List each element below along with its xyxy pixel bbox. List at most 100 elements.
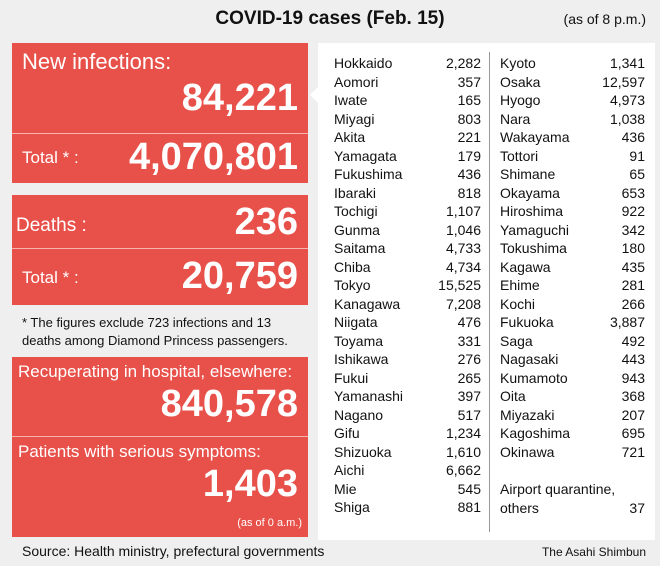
- prefecture-name: Yamanashi: [334, 388, 404, 404]
- prefecture-name: Yamagata: [334, 147, 397, 164]
- prefecture-count: 4,973: [609, 92, 645, 108]
- prefecture-count: 922: [621, 203, 645, 219]
- other-count: 37: [629, 500, 645, 516]
- prefecture-count: 492: [621, 332, 645, 349]
- label: Total * :: [22, 148, 79, 167]
- prefecture-count: 281: [621, 277, 645, 293]
- prefecture-name: Tokyo: [334, 277, 371, 293]
- prefecture-count: 180: [621, 240, 645, 256]
- divider: [12, 248, 308, 249]
- prefecture-name: Shimane: [500, 166, 556, 182]
- value: 236: [234, 201, 298, 243]
- prefecture-count: 266: [621, 295, 645, 312]
- value: 1,403: [202, 463, 298, 505]
- as-of: (as of 8 p.m.): [563, 11, 646, 27]
- prefecture-name: Okayama: [500, 184, 560, 201]
- prefecture-name: Fukui: [334, 369, 369, 386]
- hospital-box: Recuperating in hospital, elsewhere: 840…: [12, 357, 308, 537]
- prefecture-name: Iwate: [334, 92, 368, 108]
- prefecture-count: 331: [457, 332, 481, 349]
- prefecture-name: Tottori: [500, 147, 539, 164]
- divider: [12, 436, 308, 437]
- prefecture-name: Osaka: [500, 73, 541, 90]
- prefecture-count: 7,208: [445, 295, 481, 312]
- prefecture-name: Hiroshima: [500, 203, 564, 219]
- prefecture-name: Ibaraki: [334, 184, 377, 201]
- prefecture-count: 721: [621, 443, 645, 460]
- prefecture-count: 4,734: [445, 258, 481, 275]
- prefecture-name: Ishikawa: [334, 351, 389, 367]
- prefecture-name: Hokkaido: [334, 55, 393, 71]
- prefecture-count: 818: [457, 184, 481, 201]
- prefecture-name: Kagoshima: [500, 425, 571, 441]
- prefecture-count: 368: [621, 388, 645, 404]
- prefecture-count: 653: [621, 184, 645, 201]
- prefecture-name: Kanagawa: [334, 295, 401, 312]
- prefecture-count: 207: [621, 406, 645, 423]
- prefecture-name: Saga: [500, 332, 533, 349]
- prefecture-name: Mie: [334, 480, 357, 497]
- prefecture-count: 265: [457, 369, 481, 386]
- prefecture-count: 3,887: [609, 314, 645, 330]
- label: Recuperating in hospital, elsewhere:: [18, 362, 293, 381]
- prefecture-name: Niigata: [334, 314, 378, 330]
- label: Deaths :: [16, 215, 87, 236]
- prefecture-name: Fukushima: [334, 166, 403, 182]
- prefecture-name: Akita: [334, 129, 366, 145]
- prefecture-count: 1,234: [445, 425, 481, 441]
- prefecture-count: 1,107: [445, 203, 481, 219]
- value: 84,221: [181, 77, 298, 119]
- divider: [12, 133, 308, 134]
- prefecture-count: 342: [621, 221, 645, 238]
- pointer: [310, 86, 319, 104]
- prefecture-name: Hyogo: [500, 92, 541, 108]
- prefecture-count: 91: [629, 147, 645, 164]
- other-label: others: [500, 500, 539, 516]
- prefecture-name: Fukuoka: [500, 314, 554, 330]
- prefecture-count: 436: [457, 166, 481, 182]
- prefecture-count: 881: [457, 499, 481, 515]
- prefecture-count: 1,038: [609, 110, 645, 127]
- label: Patients with serious symptoms:: [18, 442, 261, 461]
- prefecture-name: Miyazaki: [500, 406, 555, 423]
- title: COVID-19 cases (Feb. 15): [215, 8, 445, 29]
- prefecture-name: Toyama: [334, 332, 384, 349]
- prefecture-name: Miyagi: [334, 110, 375, 127]
- credit: The Asahi Shimbun: [541, 545, 646, 559]
- prefecture-count: 803: [457, 110, 481, 127]
- prefecture-name: Shiga: [334, 499, 370, 515]
- prefecture-count: 1,610: [445, 443, 481, 460]
- prefecture-count: 357: [457, 73, 481, 90]
- new-infections-box: New infections: 84,221 Total * : 4,070,8…: [12, 43, 308, 183]
- prefecture-name: Kyoto: [500, 55, 536, 71]
- prefecture-count: 517: [457, 406, 481, 423]
- value: 840,578: [160, 383, 298, 425]
- prefecture-count: 179: [457, 147, 481, 164]
- prefecture-count: 476: [457, 314, 481, 330]
- prefecture-count: 1,341: [609, 55, 645, 71]
- prefecture-name: Oita: [500, 388, 526, 404]
- note: deaths among Diamond Princess passengers…: [22, 333, 288, 348]
- prefecture-count: 943: [621, 369, 645, 386]
- prefecture-name: Yamaguchi: [500, 221, 570, 238]
- prefecture-name: Aomori: [334, 73, 379, 90]
- prefecture-name: Kumamoto: [500, 369, 568, 386]
- prefecture-name: Nara: [500, 110, 531, 127]
- prefecture-count: 1,046: [445, 221, 481, 238]
- value: 20,759: [181, 255, 298, 297]
- other-label: Airport quarantine,: [500, 481, 616, 497]
- prefecture-name: Gunma: [334, 221, 380, 238]
- prefecture-count: 165: [457, 92, 481, 108]
- prefecture-name: Okinawa: [500, 443, 555, 460]
- prefecture-count: 15,525: [438, 277, 481, 293]
- prefecture-name: Gifu: [334, 425, 360, 441]
- prefecture-panel: [318, 43, 655, 540]
- prefecture-count: 397: [457, 388, 481, 404]
- prefecture-count: 12,597: [602, 73, 645, 90]
- prefecture-count: 435: [621, 258, 645, 275]
- prefecture-name: Tokushima: [500, 240, 567, 256]
- prefecture-count: 276: [457, 351, 481, 367]
- label: Total * :: [22, 268, 79, 287]
- prefecture-name: Ehime: [500, 277, 540, 293]
